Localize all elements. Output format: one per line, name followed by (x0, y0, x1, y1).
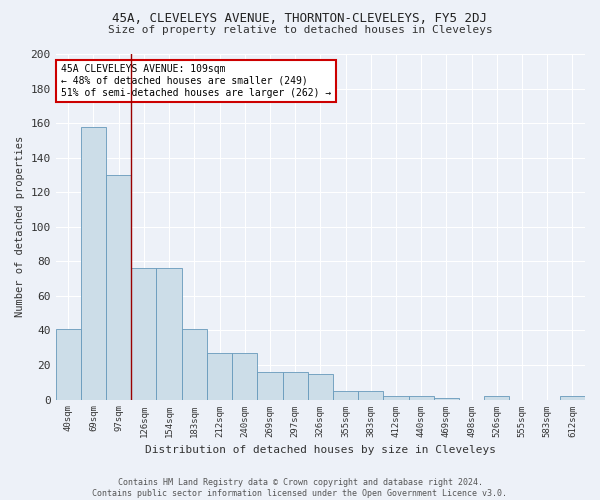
Bar (283, 372, 308, 400)
Bar (434, 398, 459, 400)
Bar (257, 372, 283, 400)
Bar (131, 268, 157, 400)
Bar (81, 126, 106, 400)
Bar (383, 396, 409, 400)
Bar (409, 396, 434, 400)
Bar (56, 328, 81, 400)
Bar (333, 391, 358, 400)
Text: 45A, CLEVELEYS AVENUE, THORNTON-CLEVELEYS, FY5 2DJ: 45A, CLEVELEYS AVENUE, THORNTON-CLEVELEY… (113, 12, 487, 26)
Bar (207, 353, 232, 400)
Bar (232, 353, 257, 400)
Bar (308, 374, 333, 400)
Bar (106, 175, 131, 400)
Text: Contains HM Land Registry data © Crown copyright and database right 2024.
Contai: Contains HM Land Registry data © Crown c… (92, 478, 508, 498)
Bar (358, 391, 383, 400)
Bar (484, 396, 509, 400)
Text: Size of property relative to detached houses in Cleveleys: Size of property relative to detached ho… (107, 25, 493, 35)
Y-axis label: Number of detached properties: Number of detached properties (15, 136, 25, 318)
Bar (182, 328, 207, 400)
Text: 45A CLEVELEYS AVENUE: 109sqm
← 48% of detached houses are smaller (249)
51% of s: 45A CLEVELEYS AVENUE: 109sqm ← 48% of de… (61, 64, 331, 98)
Bar (157, 268, 182, 400)
X-axis label: Distribution of detached houses by size in Cleveleys: Distribution of detached houses by size … (145, 445, 496, 455)
Bar (560, 396, 585, 400)
